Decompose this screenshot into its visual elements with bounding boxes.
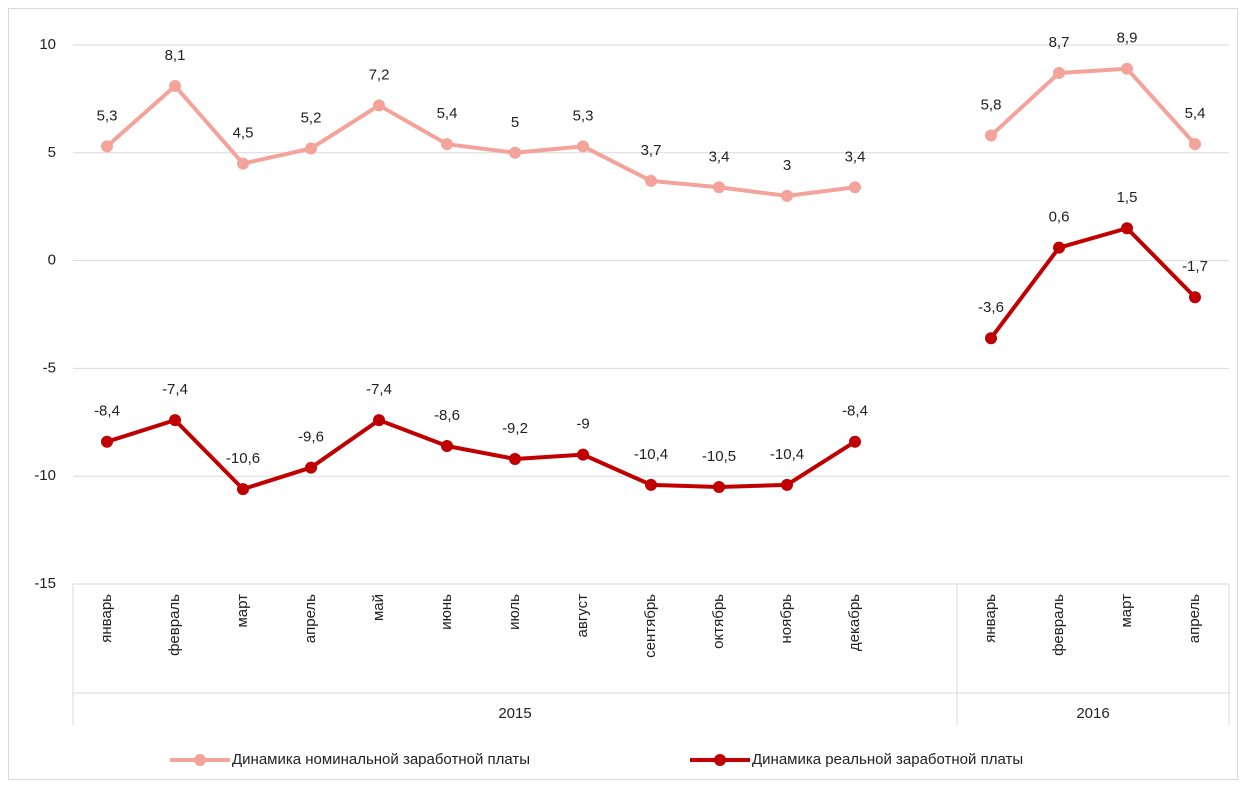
x-tick-label: январь <box>982 594 999 643</box>
data-label: -7,4 <box>162 381 188 398</box>
data-label: 0,6 <box>1049 209 1070 226</box>
data-label: 5 <box>511 114 519 131</box>
data-point <box>373 414 385 427</box>
data-label: 5,2 <box>301 109 322 126</box>
x-tick-label: май <box>370 594 387 621</box>
series-line <box>106 226 1197 492</box>
x-tick-label: декабрь <box>846 594 863 651</box>
data-point <box>1121 222 1133 235</box>
data-point <box>1189 138 1201 151</box>
x-tick-label: февраль <box>1050 594 1067 656</box>
data-point <box>849 435 861 448</box>
data-label: -8,4 <box>842 403 868 420</box>
data-point <box>781 189 793 202</box>
data-label: -7,4 <box>366 381 392 398</box>
y-tick-label: 5 <box>48 144 56 161</box>
data-label: 3,4 <box>845 148 866 165</box>
x-tick-label: январь <box>98 594 115 643</box>
chart-frame <box>8 8 1238 780</box>
y-tick-label: -10 <box>34 467 56 484</box>
data-point <box>985 129 997 142</box>
data-point <box>305 142 317 155</box>
series-line <box>105 66 1197 198</box>
data-point <box>849 181 861 194</box>
group-label: 2015 <box>498 705 531 722</box>
data-point <box>509 452 521 465</box>
data-label: -10,4 <box>770 446 804 463</box>
data-point <box>781 478 793 491</box>
data-label: -10,6 <box>226 450 260 467</box>
data-point <box>1053 67 1065 80</box>
data-point <box>577 140 589 153</box>
legend-label: Динамика номинальной заработной платы <box>232 751 530 768</box>
data-point <box>985 332 997 345</box>
x-tick-label: ноябрь <box>778 594 795 644</box>
data-label: 8,9 <box>1117 30 1138 47</box>
data-point <box>305 461 317 474</box>
y-tick-label: -15 <box>34 575 56 592</box>
data-label: 5,4 <box>1185 105 1206 122</box>
data-label: 8,1 <box>165 47 186 64</box>
data-label: 4,5 <box>233 125 254 142</box>
data-point <box>237 483 249 496</box>
data-label: -1,7 <box>1182 258 1208 275</box>
data-point <box>1189 291 1201 304</box>
data-point <box>441 138 453 151</box>
data-label: -9,2 <box>502 420 528 437</box>
data-point <box>645 478 657 491</box>
data-label: 3 <box>783 157 791 174</box>
x-tick-label: октябрь <box>710 594 727 649</box>
data-label: 5,3 <box>97 107 118 124</box>
data-point <box>373 99 385 112</box>
group-label: 2016 <box>1076 705 1109 722</box>
data-point <box>441 440 453 453</box>
legend-label: Динамика реальной заработной платы <box>752 751 1023 768</box>
data-label: 3,7 <box>641 142 662 159</box>
data-label: 1,5 <box>1117 189 1138 206</box>
data-point <box>509 146 521 159</box>
data-point <box>169 79 181 92</box>
x-tick-label: март <box>1118 594 1135 628</box>
data-point <box>101 435 113 448</box>
data-point <box>101 140 113 153</box>
data-point <box>1121 62 1133 75</box>
data-label: -8,4 <box>94 403 120 420</box>
data-point <box>1053 241 1065 254</box>
y-tick-label: 10 <box>39 36 56 53</box>
data-point <box>645 174 657 187</box>
data-label: 8,7 <box>1049 34 1070 51</box>
data-point <box>169 414 181 427</box>
data-point <box>713 181 725 194</box>
data-label: -8,6 <box>434 407 460 424</box>
x-tick-label: февраль <box>166 594 183 656</box>
data-label: -9,6 <box>298 429 324 446</box>
data-label: 3,4 <box>709 148 730 165</box>
x-tick-label: август <box>574 594 591 638</box>
y-tick-label: 0 <box>48 252 56 269</box>
data-label: 7,2 <box>369 66 390 83</box>
legend-marker <box>714 754 726 766</box>
data-label: -10,4 <box>634 446 668 463</box>
x-tick-label: апрель <box>302 594 319 643</box>
y-tick-label: -5 <box>43 359 56 376</box>
data-point <box>577 448 589 461</box>
data-label: 5,3 <box>573 107 594 124</box>
data-point <box>237 157 249 170</box>
data-label: -9 <box>576 416 589 433</box>
x-tick-label: июнь <box>438 594 455 630</box>
data-label: -10,5 <box>702 448 736 465</box>
data-label: 5,4 <box>437 105 458 122</box>
x-tick-label: сентябрь <box>642 594 659 658</box>
data-point <box>713 480 725 493</box>
data-label: 5,8 <box>981 97 1002 114</box>
legend-marker <box>194 754 206 766</box>
x-tick-label: апрель <box>1186 594 1203 643</box>
x-tick-label: март <box>234 594 251 628</box>
data-label: -3,6 <box>978 299 1004 316</box>
x-tick-label: июль <box>506 594 523 630</box>
